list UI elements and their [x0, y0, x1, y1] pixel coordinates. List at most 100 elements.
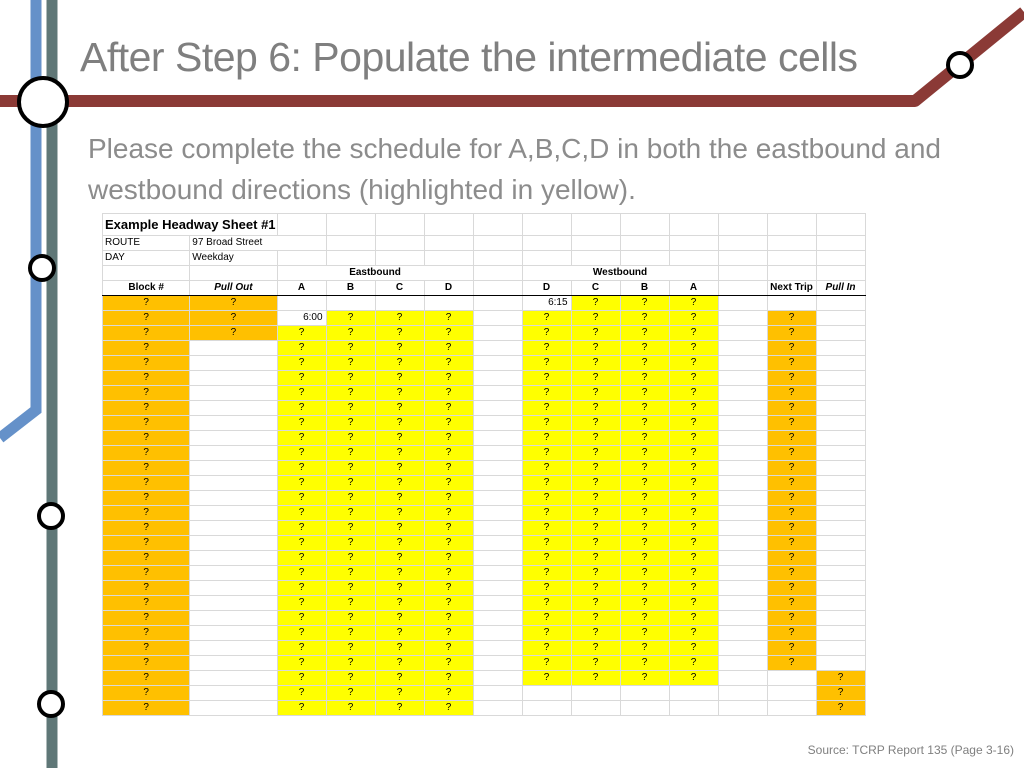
column-header[interactable]: C — [374, 280, 425, 296]
westbound-time-cell[interactable]: ? — [570, 475, 621, 491]
sheet-cell[interactable] — [619, 700, 670, 716]
sheet-cell[interactable] — [619, 235, 670, 251]
eastbound-time-cell[interactable]: ? — [374, 355, 425, 371]
column-header[interactable] — [472, 280, 523, 296]
sheet-cell[interactable] — [717, 445, 768, 461]
sheet-cell[interactable] — [570, 700, 621, 716]
sheet-cell[interactable] — [189, 370, 278, 386]
eastbound-time-cell[interactable]: ? — [325, 700, 376, 716]
westbound-time-cell[interactable]: ? — [521, 430, 572, 446]
sheet-cell[interactable] — [472, 235, 523, 251]
block-cell[interactable]: ? — [101, 475, 191, 491]
eastbound-time-cell[interactable]: ? — [276, 460, 327, 476]
eastbound-time-cell[interactable]: ? — [423, 670, 474, 686]
westbound-time-cell[interactable]: ? — [521, 625, 572, 641]
eastbound-time-cell[interactable]: ? — [325, 610, 376, 626]
sheet-cell[interactable] — [472, 325, 523, 341]
sheet-cell[interactable] — [815, 610, 866, 626]
next-trip-cell[interactable]: ? — [766, 640, 817, 656]
sheet-cell[interactable] — [472, 580, 523, 596]
westbound-time-cell[interactable]: ? — [570, 460, 621, 476]
block-cell[interactable]: ? — [101, 340, 191, 356]
westbound-time-cell[interactable]: ? — [521, 340, 572, 356]
sheet-cell[interactable] — [619, 250, 670, 266]
sheet-cell[interactable] — [189, 265, 278, 281]
eastbound-time-cell[interactable]: ? — [423, 400, 474, 416]
westbound-time-cell[interactable]: ? — [619, 595, 670, 611]
sheet-cell[interactable] — [717, 595, 768, 611]
next-trip-cell[interactable]: ? — [766, 310, 817, 326]
sheet-cell[interactable] — [815, 475, 866, 491]
sheet-cell[interactable] — [668, 700, 719, 716]
next-trip-cell[interactable]: ? — [766, 460, 817, 476]
eastbound-time-cell[interactable]: ? — [423, 310, 474, 326]
sheet-cell[interactable] — [815, 430, 866, 446]
westbound-time-cell[interactable]: ? — [521, 310, 572, 326]
column-header[interactable]: D — [423, 280, 474, 296]
sheet-cell[interactable] — [189, 595, 278, 611]
westbound-time-cell[interactable]: ? — [668, 370, 719, 386]
sheet-cell[interactable] — [717, 475, 768, 491]
eastbound-time-cell[interactable]: ? — [374, 445, 425, 461]
sheet-cell[interactable] — [521, 685, 572, 701]
westbound-time-cell[interactable]: ? — [619, 625, 670, 641]
sheet-cell[interactable] — [189, 655, 278, 671]
eastbound-time-cell[interactable]: ? — [276, 595, 327, 611]
sheet-cell[interactable] — [472, 415, 523, 431]
sheet-cell[interactable] — [717, 685, 768, 701]
westbound-time-cell[interactable]: ? — [668, 475, 719, 491]
sheet-cell[interactable] — [521, 250, 572, 266]
next-trip-cell[interactable]: ? — [766, 625, 817, 641]
pull-in-cell[interactable]: ? — [815, 670, 866, 686]
eastbound-time-cell[interactable]: ? — [374, 685, 425, 701]
westbound-time-cell[interactable]: ? — [668, 505, 719, 521]
eastbound-time-cell[interactable]: ? — [374, 490, 425, 506]
sheet-cell[interactable] — [766, 295, 817, 311]
block-cell[interactable]: ? — [101, 535, 191, 551]
eastbound-time-cell[interactable]: ? — [374, 520, 425, 536]
block-cell[interactable]: ? — [101, 595, 191, 611]
eastbound-time-cell[interactable]: ? — [423, 490, 474, 506]
westbound-time-cell[interactable]: ? — [668, 640, 719, 656]
westbound-time-cell[interactable]: ? — [619, 415, 670, 431]
sheet-cell[interactable] — [472, 670, 523, 686]
sheet-cell[interactable] — [570, 250, 621, 266]
eastbound-time-cell[interactable]: ? — [325, 415, 376, 431]
next-trip-cell[interactable]: ? — [766, 580, 817, 596]
block-cell[interactable]: ? — [101, 385, 191, 401]
sheet-cell[interactable] — [472, 685, 523, 701]
westbound-time-cell[interactable]: ? — [668, 670, 719, 686]
sheet-cell[interactable] — [189, 460, 278, 476]
column-header[interactable]: Pull Out — [189, 280, 278, 296]
westbound-time-cell[interactable]: 6:15 — [521, 295, 572, 311]
sheet-cell[interactable] — [472, 535, 523, 551]
westbound-time-cell[interactable]: ? — [570, 595, 621, 611]
sheet-cell[interactable] — [815, 265, 866, 281]
sheet-cell[interactable] — [189, 385, 278, 401]
eastbound-time-cell[interactable]: ? — [325, 580, 376, 596]
eastbound-time-cell[interactable]: ? — [423, 640, 474, 656]
sheet-cell[interactable] — [717, 213, 768, 236]
sheet-cell[interactable] — [815, 295, 866, 311]
eastbound-time-cell[interactable]: ? — [325, 310, 376, 326]
eastbound-time-cell[interactable]: ? — [423, 625, 474, 641]
westbound-time-cell[interactable]: ? — [521, 550, 572, 566]
eastbound-time-cell[interactable]: ? — [325, 640, 376, 656]
eastbound-time-cell[interactable]: ? — [374, 655, 425, 671]
sheet-cell[interactable] — [472, 400, 523, 416]
sheet-cell[interactable] — [717, 310, 768, 326]
westbound-time-cell[interactable]: ? — [668, 445, 719, 461]
sheet-cell[interactable] — [717, 415, 768, 431]
eastbound-time-cell[interactable]: ? — [423, 550, 474, 566]
block-cell[interactable]: ? — [101, 295, 191, 311]
sheet-cell[interactable] — [189, 550, 278, 566]
next-trip-cell[interactable]: ? — [766, 535, 817, 551]
column-header[interactable]: A — [276, 280, 327, 296]
eastbound-time-cell[interactable]: ? — [374, 580, 425, 596]
sheet-cell[interactable] — [472, 265, 523, 281]
eastbound-time-cell[interactable]: ? — [276, 475, 327, 491]
eastbound-time-cell[interactable]: ? — [276, 685, 327, 701]
westbound-time-cell[interactable]: ? — [521, 385, 572, 401]
next-trip-cell[interactable]: ? — [766, 520, 817, 536]
eastbound-time-cell[interactable]: ? — [325, 355, 376, 371]
